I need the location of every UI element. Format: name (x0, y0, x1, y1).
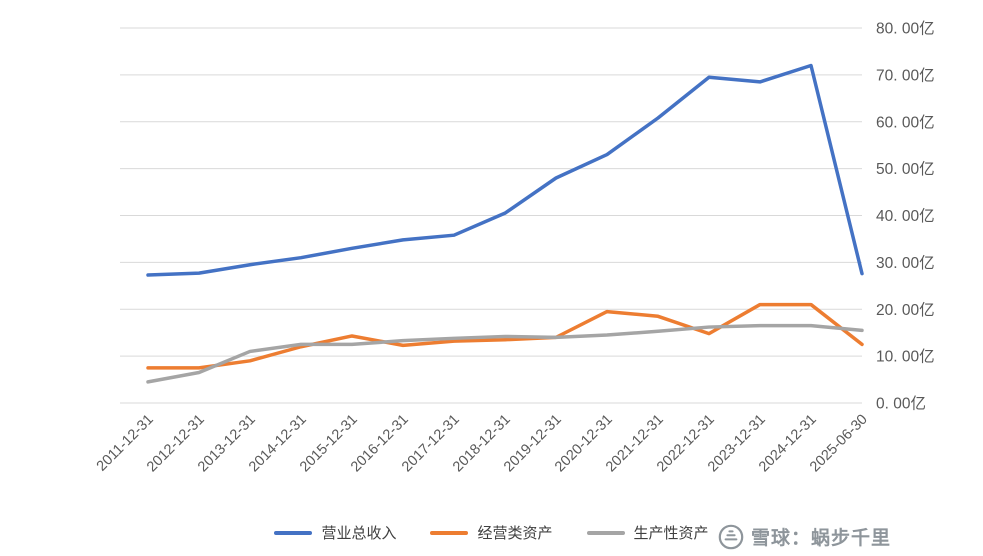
legend-swatch (274, 530, 313, 535)
chart-legend: 营业总收入 经营类资产 生产性资产 (0, 522, 983, 543)
legend-item-operating-assets: 经营类资产 (430, 522, 553, 543)
watermark: 雪球：蜗步千里 (712, 523, 892, 550)
y-axis-tick-label: 70. 00亿 (876, 66, 935, 84)
y-axis-tick-label: 80. 00亿 (876, 20, 935, 38)
legend-item-revenue: 营业总收入 (274, 522, 396, 543)
series-line-2 (146, 323, 864, 384)
legend-label: 生产性资产 (633, 525, 709, 542)
y-axis-tick-label: 30. 00亿 (876, 254, 935, 272)
series-line-0 (146, 63, 864, 277)
line-chart-svg: 0. 00亿 10. 00亿 20. 00亿 30. 00亿 40. 00亿 50. 00… (94, 20, 935, 476)
legend-label: 营业总收入 (321, 525, 397, 542)
y-axis-tick-label: 40. 00亿 (876, 207, 935, 225)
y-axis-tick-label: 20. 00亿 (876, 301, 935, 319)
y-axis-tick-label: 10. 00亿 (876, 348, 935, 366)
y-axis-tick-label: 50. 00亿 (876, 160, 935, 178)
watermark-text: 雪球：蜗步千里 (751, 528, 892, 549)
legend-swatch (586, 530, 625, 535)
xueqiu-snowball-logo-icon (718, 524, 744, 550)
y-axis-tick-label: 60. 00亿 (876, 113, 935, 131)
series-line-1 (146, 302, 864, 370)
y-axis-tick-label: 0. 00亿 (876, 395, 926, 413)
legend-label: 经营类资产 (477, 525, 553, 542)
legend-swatch (430, 530, 469, 535)
legend-item-productive-assets: 生产性资产 (586, 522, 709, 543)
